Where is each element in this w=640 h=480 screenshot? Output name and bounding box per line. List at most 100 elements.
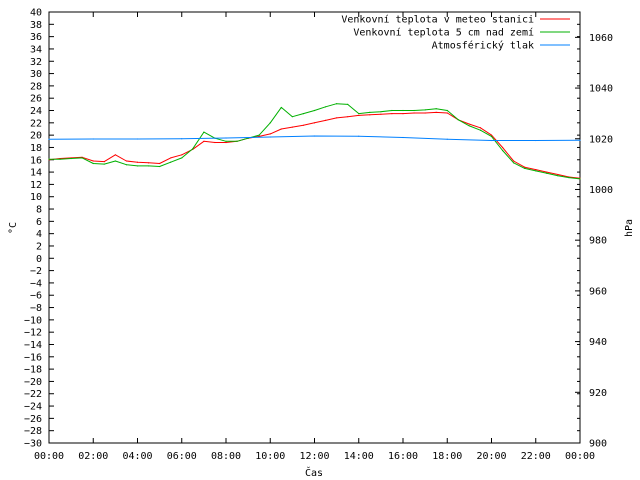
- left-tick-label: −24: [24, 402, 42, 413]
- left-tick-label: 26: [30, 94, 42, 105]
- data-point-series-0: [380, 113, 382, 115]
- data-point-series-0: [203, 140, 205, 142]
- x-tick-label: 14:00: [344, 451, 374, 462]
- data-point-series-0: [114, 154, 116, 156]
- data-point-series-1: [280, 106, 282, 109]
- data-point-series-0: [413, 112, 415, 114]
- data-point-series-1: [513, 162, 515, 164]
- data-point-series-1: [424, 109, 426, 111]
- data-point-series-1: [468, 125, 470, 127]
- data-point-series-1: [369, 111, 371, 113]
- data-point-series-0: [446, 112, 448, 114]
- data-point-series-2: [48, 138, 50, 140]
- left-tick-label: −4: [30, 278, 42, 289]
- data-point-series-1: [380, 111, 382, 113]
- data-point-series-1: [347, 103, 349, 105]
- data-point-series-2: [535, 139, 537, 142]
- right-axis-title: hPa: [624, 219, 635, 237]
- left-tick-label: −18: [24, 365, 42, 376]
- left-tick-label: 24: [30, 106, 42, 117]
- data-point-series-1: [181, 157, 183, 159]
- left-tick-label: 8: [36, 205, 42, 216]
- x-tick-label: 12:00: [299, 451, 329, 462]
- data-point-series-0: [391, 112, 393, 115]
- data-point-series-0: [225, 141, 227, 144]
- right-tick-label: 900: [589, 439, 607, 450]
- data-point-series-1: [114, 160, 116, 162]
- data-point-series-2: [490, 139, 493, 142]
- data-point-series-1: [479, 129, 482, 131]
- data-point-series-2: [92, 138, 94, 140]
- data-point-series-0: [513, 160, 515, 162]
- left-tick-label: −26: [24, 414, 42, 425]
- data-point-series-0: [313, 122, 316, 124]
- x-tick-label: 16:00: [388, 451, 418, 462]
- data-point-series-1: [446, 109, 448, 112]
- data-point-series-2: [181, 138, 183, 140]
- left-tick-label: −12: [24, 328, 42, 339]
- right-tick-label: 940: [589, 337, 607, 348]
- data-point-series-1: [413, 109, 415, 112]
- right-axis: 900 920 940 960 980 1000 1020 1040 1060: [575, 33, 613, 450]
- left-tick-label: 12: [30, 180, 42, 191]
- data-point-series-2: [358, 135, 360, 137]
- left-tick-label: 30: [30, 69, 42, 80]
- left-tick-label: 40: [30, 8, 42, 19]
- x-tick-label: 18:00: [432, 451, 462, 462]
- right-tick-label: 980: [589, 236, 607, 247]
- data-point-series-2: [269, 136, 271, 138]
- data-point-series-1: [269, 122, 271, 124]
- data-point-series-1: [391, 109, 393, 112]
- data-point-series-0: [524, 166, 526, 168]
- right-tick-label: 960: [589, 286, 607, 297]
- legend-label: Venkovní teplota v meteo stanici: [341, 14, 534, 26]
- legend-label: Atmosférický tlak: [432, 40, 534, 52]
- left-tick-label: 18: [30, 143, 42, 154]
- data-point-series-1: [147, 165, 150, 167]
- data-point-series-1: [302, 112, 305, 115]
- data-point-series-0: [336, 117, 338, 119]
- data-point-series-2: [225, 137, 227, 139]
- left-tick-label: 2: [36, 241, 42, 252]
- left-tick-label: 36: [30, 32, 42, 43]
- data-point-series-1: [402, 109, 404, 112]
- data-point-series-0: [501, 146, 504, 149]
- x-tick-label: 08:00: [211, 451, 241, 462]
- left-tick-label: −14: [24, 340, 42, 351]
- data-point-series-0: [136, 161, 139, 163]
- data-point-series-0: [170, 157, 172, 159]
- data-point-series-0: [369, 114, 371, 116]
- data-point-series-1: [291, 116, 293, 118]
- right-tick-label: 1060: [589, 33, 613, 44]
- data-point-series-0: [302, 124, 305, 126]
- left-tick-label: −6: [30, 291, 42, 302]
- data-point-series-0: [181, 154, 183, 156]
- left-tick-label: 14: [30, 168, 42, 179]
- data-point-series-2: [313, 135, 316, 137]
- data-point-series-1: [192, 148, 194, 150]
- left-tick-label: 22: [30, 118, 42, 129]
- data-point-series-1: [92, 162, 94, 165]
- data-point-series-0: [468, 123, 470, 125]
- data-point-series-1: [358, 112, 360, 115]
- data-point-series-1: [81, 157, 83, 159]
- series-line-1: [49, 103, 581, 180]
- data-point-series-1: [258, 134, 260, 136]
- left-tick-label: 0: [36, 254, 42, 265]
- data-point-series-2: [136, 138, 139, 140]
- data-point-series-0: [103, 161, 105, 163]
- data-point-series-0: [159, 162, 161, 165]
- x-tick-label: 06:00: [167, 451, 197, 462]
- left-tick-label: 32: [30, 57, 42, 68]
- left-axis: −30−28−26−24−22−20−18−16−14−12−10−8−6−4−…: [24, 8, 580, 450]
- data-point-series-1: [170, 161, 172, 163]
- data-point-series-0: [347, 116, 349, 118]
- x-tick-label: 20:00: [476, 451, 506, 462]
- data-point-series-1: [457, 119, 459, 121]
- right-tick-label: 920: [589, 388, 607, 399]
- left-tick-label: −30: [24, 439, 42, 450]
- data-point-series-1: [203, 131, 205, 133]
- data-point-series-1: [568, 177, 570, 179]
- data-point-series-0: [424, 112, 426, 114]
- data-point-series-0: [479, 127, 482, 129]
